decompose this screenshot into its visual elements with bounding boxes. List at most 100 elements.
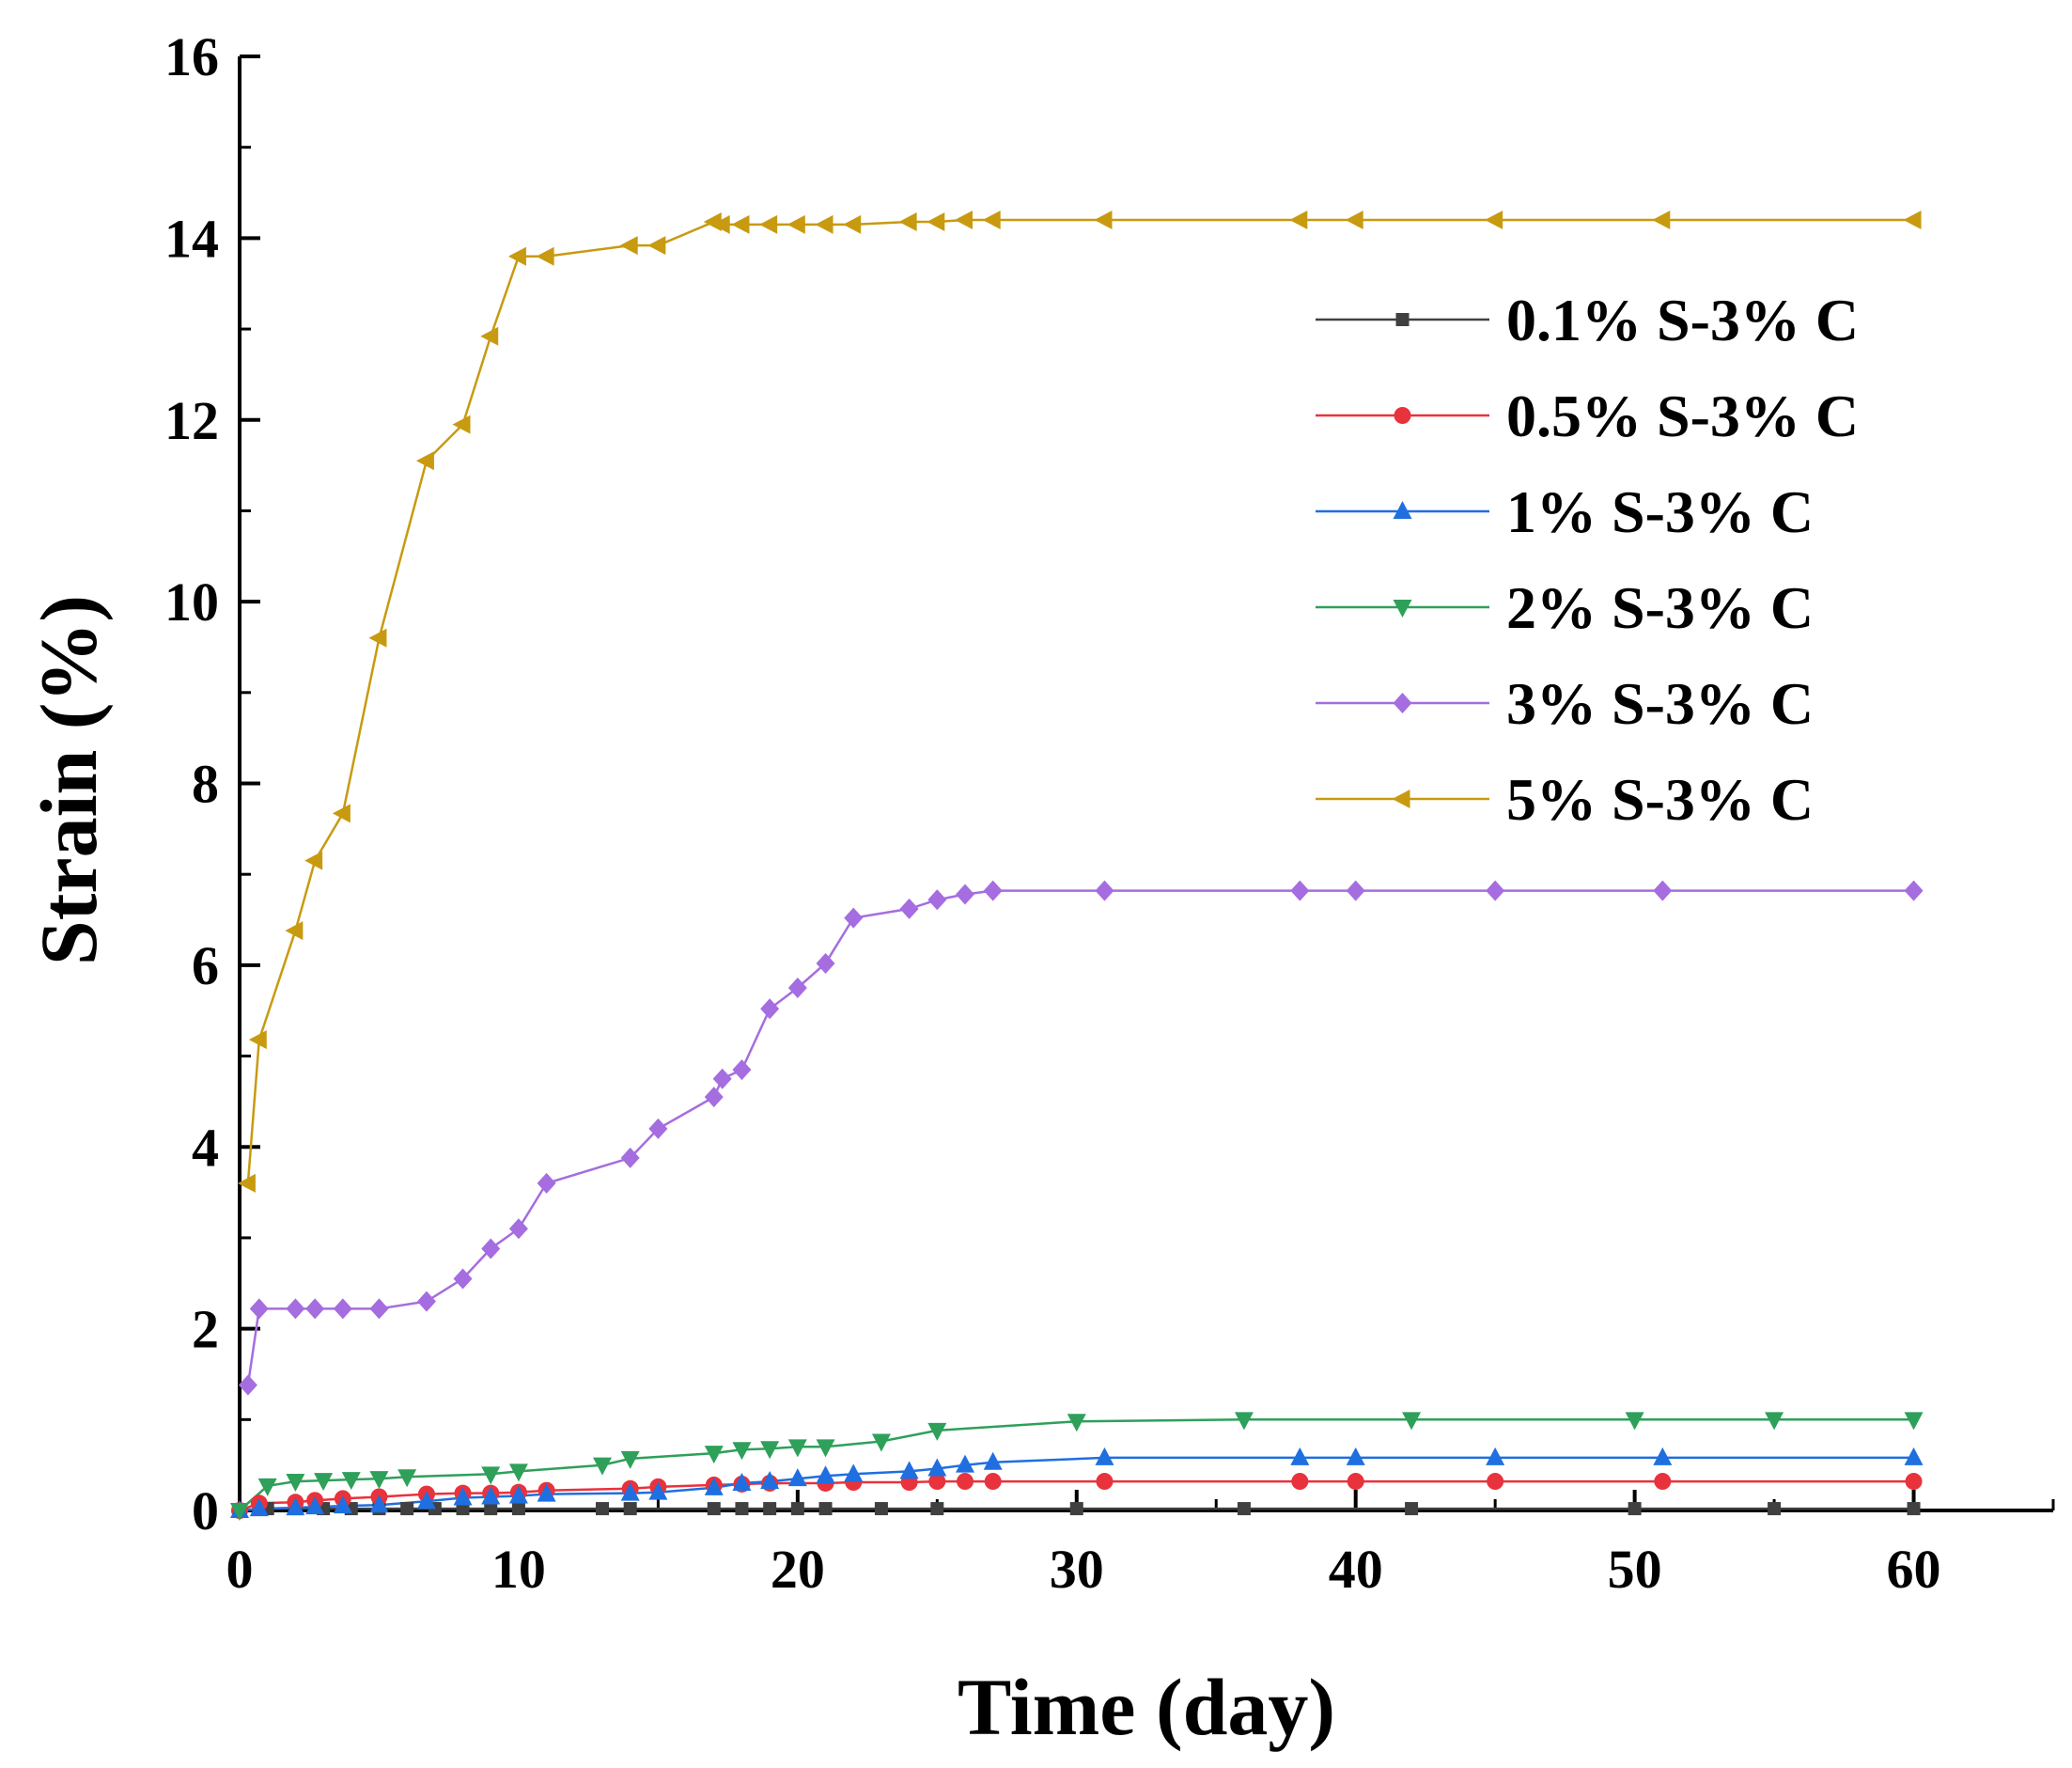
- data-point-s6: [815, 214, 833, 234]
- data-point-s4: [230, 1503, 249, 1521]
- y-axis-title: Strain (%): [23, 595, 114, 965]
- data-point-s3: [732, 1472, 752, 1491]
- data-point-s4: [1234, 1412, 1254, 1431]
- data-point-s5: [416, 1291, 436, 1312]
- data-point-s6: [955, 211, 973, 230]
- data-point-s1: [623, 1502, 637, 1516]
- data-point-s2: [1096, 1473, 1114, 1491]
- legend-marker-4: [1393, 600, 1412, 618]
- data-point-s5: [927, 889, 947, 911]
- data-point-s6: [759, 214, 778, 234]
- data-point-s6: [1652, 211, 1671, 230]
- data-point-s2: [1291, 1473, 1309, 1491]
- data-point-s3: [787, 1468, 807, 1487]
- data-point-s6: [1289, 211, 1308, 230]
- data-point-s3: [305, 1496, 325, 1515]
- data-point-s5: [704, 1087, 724, 1108]
- data-point-s6: [452, 415, 471, 434]
- legend-label-4: 2% S-3% C: [1506, 574, 1814, 641]
- data-point-s2: [1654, 1473, 1672, 1491]
- data-point-s5: [286, 1298, 305, 1320]
- data-point-s1: [1628, 1502, 1642, 1516]
- y-tick-label: 6: [192, 935, 219, 996]
- data-point-s1: [790, 1502, 804, 1516]
- data-point-s6: [787, 214, 805, 234]
- data-point-s3: [1290, 1447, 1310, 1465]
- data-point-s1: [707, 1502, 721, 1516]
- data-point-s3: [537, 1483, 556, 1502]
- data-point-s5: [712, 1068, 732, 1089]
- series-markers: [230, 211, 1924, 1521]
- legend-marker-2: [1394, 407, 1411, 424]
- data-point-s5: [760, 998, 780, 1020]
- data-point-s5: [453, 1268, 473, 1290]
- x-tick-label: 30: [1050, 1539, 1104, 1600]
- data-point-s1: [511, 1502, 525, 1516]
- y-tick-label: 8: [192, 754, 219, 815]
- data-point-s5: [249, 1298, 269, 1320]
- data-point-s6: [982, 211, 1001, 230]
- data-point-s6: [332, 804, 351, 823]
- data-point-s6: [304, 851, 323, 870]
- data-point-s3: [927, 1458, 947, 1477]
- data-point-s5: [844, 907, 864, 929]
- x-tick-label: 10: [491, 1539, 546, 1600]
- data-point-s5: [508, 1218, 528, 1240]
- data-point-s5: [787, 978, 807, 999]
- data-point-s5: [537, 1172, 556, 1194]
- data-point-s6: [711, 214, 730, 234]
- data-point-s5: [732, 1059, 752, 1081]
- data-point-s5: [983, 880, 1003, 901]
- legend: 0.1% S-3% C 0.5% S-3% C 1% S-3% C 2% S-3% C…: [1316, 287, 1859, 833]
- data-point-s6: [619, 236, 638, 256]
- y-tick-label: 10: [164, 571, 219, 633]
- data-point-s6: [237, 1173, 256, 1193]
- data-point-s4: [508, 1463, 528, 1482]
- x-tick-label: 50: [1608, 1539, 1662, 1600]
- data-point-s4: [787, 1439, 807, 1458]
- data-point-s5: [899, 898, 919, 919]
- data-point-s3: [369, 1494, 389, 1513]
- y-tick-label: 2: [192, 1299, 219, 1360]
- data-point-s5: [956, 884, 974, 905]
- legend-label-3: 1% S-3% C: [1506, 478, 1814, 545]
- data-point-s3: [983, 1451, 1003, 1470]
- data-point-s2: [1487, 1473, 1504, 1491]
- data-point-s4: [1765, 1412, 1784, 1431]
- data-point-s6: [843, 214, 862, 234]
- data-point-s1: [484, 1502, 498, 1516]
- data-point-s3: [648, 1481, 668, 1500]
- data-point-s6: [507, 246, 526, 266]
- series-line-5: [246, 889, 1914, 1385]
- data-point-s4: [1067, 1414, 1086, 1432]
- data-point-s5: [369, 1298, 389, 1320]
- data-point-s1: [1069, 1502, 1083, 1516]
- data-point-s2: [984, 1473, 1002, 1491]
- data-point-s6: [898, 211, 917, 231]
- data-point-s6: [368, 628, 387, 648]
- data-point-s4: [620, 1450, 640, 1469]
- data-point-s2: [957, 1473, 974, 1491]
- data-point-s6: [1094, 211, 1113, 230]
- data-point-s4: [593, 1457, 612, 1476]
- data-point-s3: [453, 1487, 473, 1506]
- data-point-s3: [249, 1498, 269, 1517]
- data-point-s3: [704, 1477, 724, 1495]
- data-point-s6: [285, 921, 304, 941]
- data-point-s1: [1237, 1502, 1251, 1516]
- data-point-s4: [369, 1471, 389, 1490]
- data-point-s5: [1346, 880, 1365, 901]
- data-point-s3: [1095, 1447, 1114, 1465]
- x-tick-label: 20: [771, 1539, 825, 1600]
- data-point-s5: [1095, 880, 1114, 901]
- data-point-s4: [1402, 1412, 1422, 1431]
- y-tick-label: 14: [164, 208, 219, 269]
- data-point-s3: [1904, 1447, 1924, 1465]
- data-point-s1: [400, 1502, 414, 1516]
- data-point-s3: [416, 1491, 436, 1510]
- y-tick-label: 12: [164, 390, 219, 451]
- data-point-s4: [704, 1446, 724, 1464]
- data-point-s3: [481, 1486, 501, 1505]
- data-point-s5: [1653, 880, 1673, 901]
- data-point-s2: [928, 1473, 946, 1491]
